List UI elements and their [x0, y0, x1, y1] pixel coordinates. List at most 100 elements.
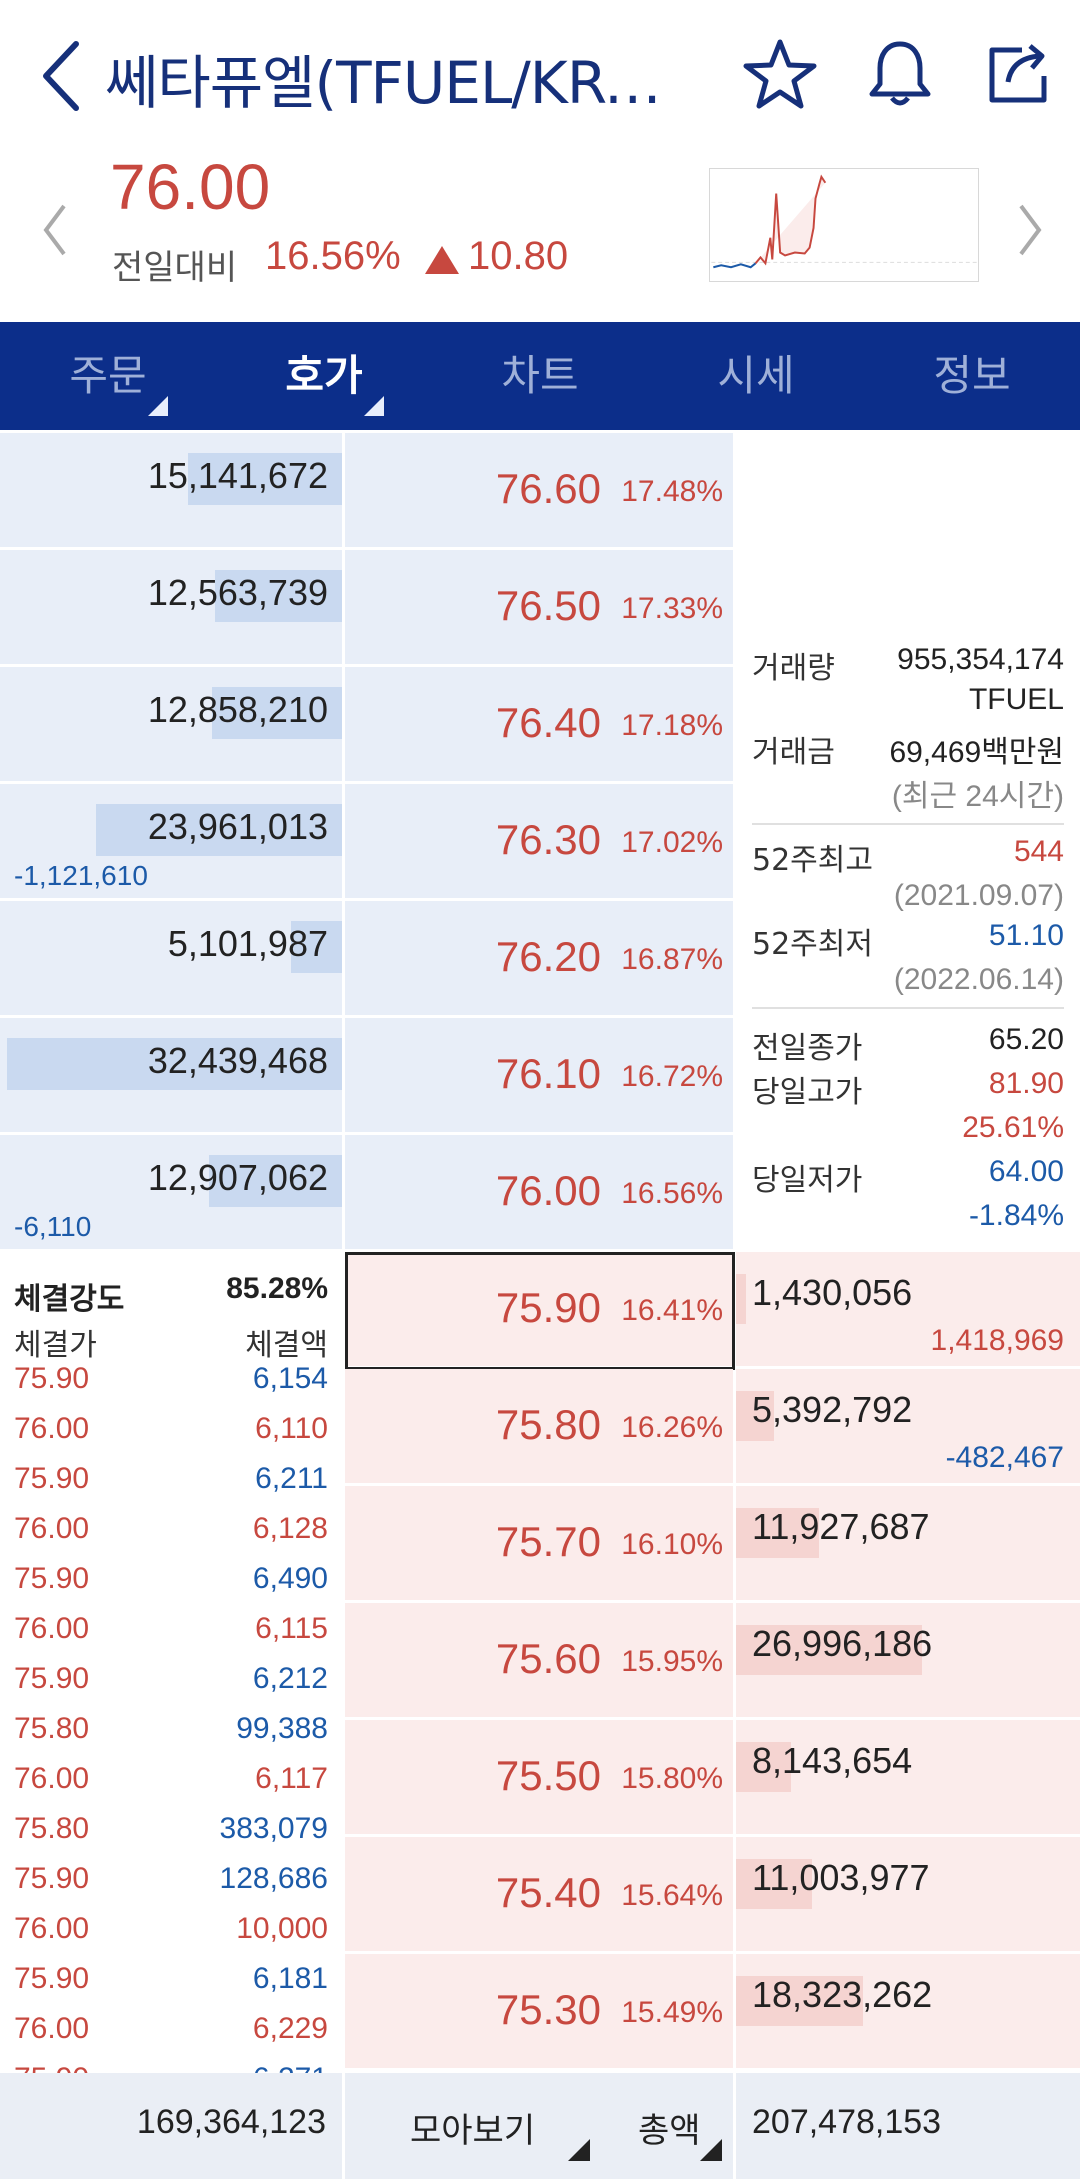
trade-row: 75.80 99,388: [0, 1712, 342, 1762]
ask-change: -1,121,610: [14, 860, 148, 891]
ask-percent: 17.02%: [621, 826, 723, 859]
recent-trades-panel[interactable]: 체결강도 85.28% 체결가 체결액 75.90 6,154 76.00 6,110…: [0, 1250, 342, 2073]
tab-label: 정보: [933, 351, 1011, 400]
view-mode-button[interactable]: 모아보기: [410, 2111, 536, 2151]
bid-change: 1,418,969: [930, 1324, 1064, 1357]
trade-price: 75.90: [14, 1962, 90, 1995]
ask-quantity-cell: 15,141,672: [0, 433, 342, 547]
prev-close-value: 65.20: [988, 1023, 1064, 1056]
trade-row: 75.90 6,181: [0, 1962, 342, 2012]
trade-price: 75.80: [14, 1712, 90, 1745]
ask-price: 76.30: [495, 816, 601, 863]
ask-change: -6,110: [14, 1211, 92, 1242]
tab-info[interactable]: 정보: [864, 322, 1080, 430]
ask-price-cell[interactable]: 76.00 16.56%: [345, 1135, 733, 1249]
trade-row: 76.00 6,229: [0, 2012, 342, 2062]
page-title: 쎄타퓨엘(TFUEL/KRW...: [105, 49, 705, 117]
tab-label: 차트: [501, 351, 579, 400]
ask-row[interactable]: 12,858,210 76.40 17.18%: [0, 667, 1080, 781]
tab-label: 호가: [285, 351, 363, 400]
bid-price-cell[interactable]: 75.70 16.10%: [345, 1486, 733, 1600]
tab-order[interactable]: 주문: [0, 322, 216, 430]
trade-amount: 6,490: [252, 1562, 328, 1595]
ask-quantity-cell: 12,907,062 -6,110: [0, 1135, 342, 1249]
bid-price-cell[interactable]: 75.40 15.64%: [345, 1837, 733, 1951]
trade-row: 76.00 6,128: [0, 1512, 342, 1562]
ask-quantity: 12,563,739: [147, 572, 328, 613]
ask-volume-bar: [208, 1155, 342, 1207]
period-note: (최근 24시간): [891, 780, 1064, 813]
mini-chart[interactable]: [709, 168, 979, 282]
ask-price-cell[interactable]: 76.10 16.72%: [345, 1018, 733, 1132]
ask-row[interactable]: 15,141,672 76.60 17.48%: [0, 433, 1080, 547]
volume-unit: TFUEL: [968, 683, 1064, 716]
ask-volume-bar: [212, 687, 342, 739]
bid-row[interactable]: 75.40 15.64% 11,003,977: [0, 1837, 1080, 1951]
bell-icon[interactable]: [862, 36, 938, 112]
tab-orderbook[interactable]: 호가: [216, 322, 432, 430]
trade-price: 75.80: [14, 1812, 90, 1845]
bid-row[interactable]: 75.90 16.41% 1,430,056 1,418,969: [0, 1252, 1080, 1366]
bid-quantity-cell: 26,996,186: [736, 1603, 1080, 1717]
divider: [733, 2073, 736, 2179]
total-mode-button[interactable]: 총액: [638, 2111, 701, 2151]
ask-volume-bar: [188, 453, 342, 505]
change-percent: 16.56%: [265, 234, 401, 278]
ask-percent: 17.18%: [621, 709, 723, 742]
bid-row[interactable]: 75.50 15.80% 8,143,654: [0, 1720, 1080, 1834]
trade-price: 76.00: [14, 1512, 90, 1545]
bid-price-cell[interactable]: 75.60 15.95%: [345, 1603, 733, 1717]
trade-price-header: 체결가: [14, 1328, 97, 1363]
ask-row[interactable]: 12,907,062 -6,110 76.00 16.56%: [0, 1135, 1080, 1249]
bid-row[interactable]: 75.60 15.95% 26,996,186: [0, 1603, 1080, 1717]
bid-quantity-cell: 18,323,262: [736, 1954, 1080, 2068]
trade-row: 76.00 6,110: [0, 1412, 342, 1462]
bid-volume-bar: [736, 1859, 812, 1909]
chevron-right-icon[interactable]: [1015, 200, 1045, 260]
ask-price-cell[interactable]: 76.50 17.33%: [345, 550, 733, 664]
star-icon[interactable]: [742, 36, 818, 112]
ask-quantity-cell: 32,439,468: [0, 1018, 342, 1132]
day-high-label: 당일고가: [752, 1075, 863, 1110]
order-book-footer: 169,364,123 모아보기 총액 207,478,153: [0, 2073, 1080, 2179]
ask-price-cell[interactable]: 76.30 17.02%: [345, 784, 733, 898]
share-icon[interactable]: [982, 36, 1058, 112]
ask-price-cell[interactable]: 76.60 17.48%: [345, 433, 733, 547]
chevron-left-icon[interactable]: [40, 200, 70, 260]
tab-market[interactable]: 시세: [648, 322, 864, 430]
divider: [342, 2073, 345, 2179]
ask-row[interactable]: 5,101,987 76.20 16.87%: [0, 901, 1080, 1015]
amount-value: 69,469백만원: [889, 736, 1064, 769]
ask-row[interactable]: 12,563,739 76.50 17.33%: [0, 550, 1080, 664]
bid-quantity: 26,996,186: [752, 1623, 933, 1664]
trade-amount: 6,271: [253, 2062, 328, 2073]
tab-label: 시세: [717, 351, 795, 400]
ask-price-cell[interactable]: 76.40 17.18%: [345, 667, 733, 781]
bid-volume-bar: [736, 1976, 864, 2026]
dropdown-corner-icon: [364, 396, 384, 416]
ask-price-cell[interactable]: 76.20 16.87%: [345, 901, 733, 1015]
ask-quantity-cell: 5,101,987: [0, 901, 342, 1015]
bid-quantity-cell: 11,927,687: [736, 1486, 1080, 1600]
ask-row[interactable]: 32,439,468 76.10 16.72%: [0, 1018, 1080, 1132]
bid-price-cell[interactable]: 75.50 15.80%: [345, 1720, 733, 1834]
trade-row: 75.90 6,271: [0, 2062, 342, 2073]
bid-volume-bar: [736, 1625, 922, 1675]
bid-price-cell[interactable]: 75.90 16.41%: [345, 1252, 733, 1366]
ask-row[interactable]: 23,961,013 -1,121,610 76.30 17.02%: [0, 784, 1080, 898]
bid-price-cell[interactable]: 75.30 15.49%: [345, 1954, 733, 2068]
tab-chart[interactable]: 차트: [432, 322, 648, 430]
trade-price: 75.90: [14, 1362, 90, 1395]
price-summary: 76.00 전일대비 16.56% 10.80: [0, 150, 1080, 320]
bid-price: 75.50: [495, 1752, 601, 1799]
chevron-left-icon[interactable]: [36, 36, 86, 116]
bid-row[interactable]: 75.30 15.49% 18,323,262: [0, 1954, 1080, 2068]
bid-price-cell[interactable]: 75.80 16.26%: [345, 1369, 733, 1483]
trade-amount: 128,686: [219, 1862, 328, 1895]
bid-row[interactable]: 75.70 16.10% 11,927,687: [0, 1486, 1080, 1600]
bid-row[interactable]: 75.80 16.26% 5,392,792 -482,467: [0, 1369, 1080, 1483]
order-book: 15,141,672 76.60 17.48% 12,563,739 76.50…: [0, 433, 1080, 2073]
day-low-label: 당일저가: [752, 1163, 863, 1198]
trade-price: 76.00: [14, 1612, 90, 1645]
bid-price: 75.40: [495, 1869, 601, 1916]
